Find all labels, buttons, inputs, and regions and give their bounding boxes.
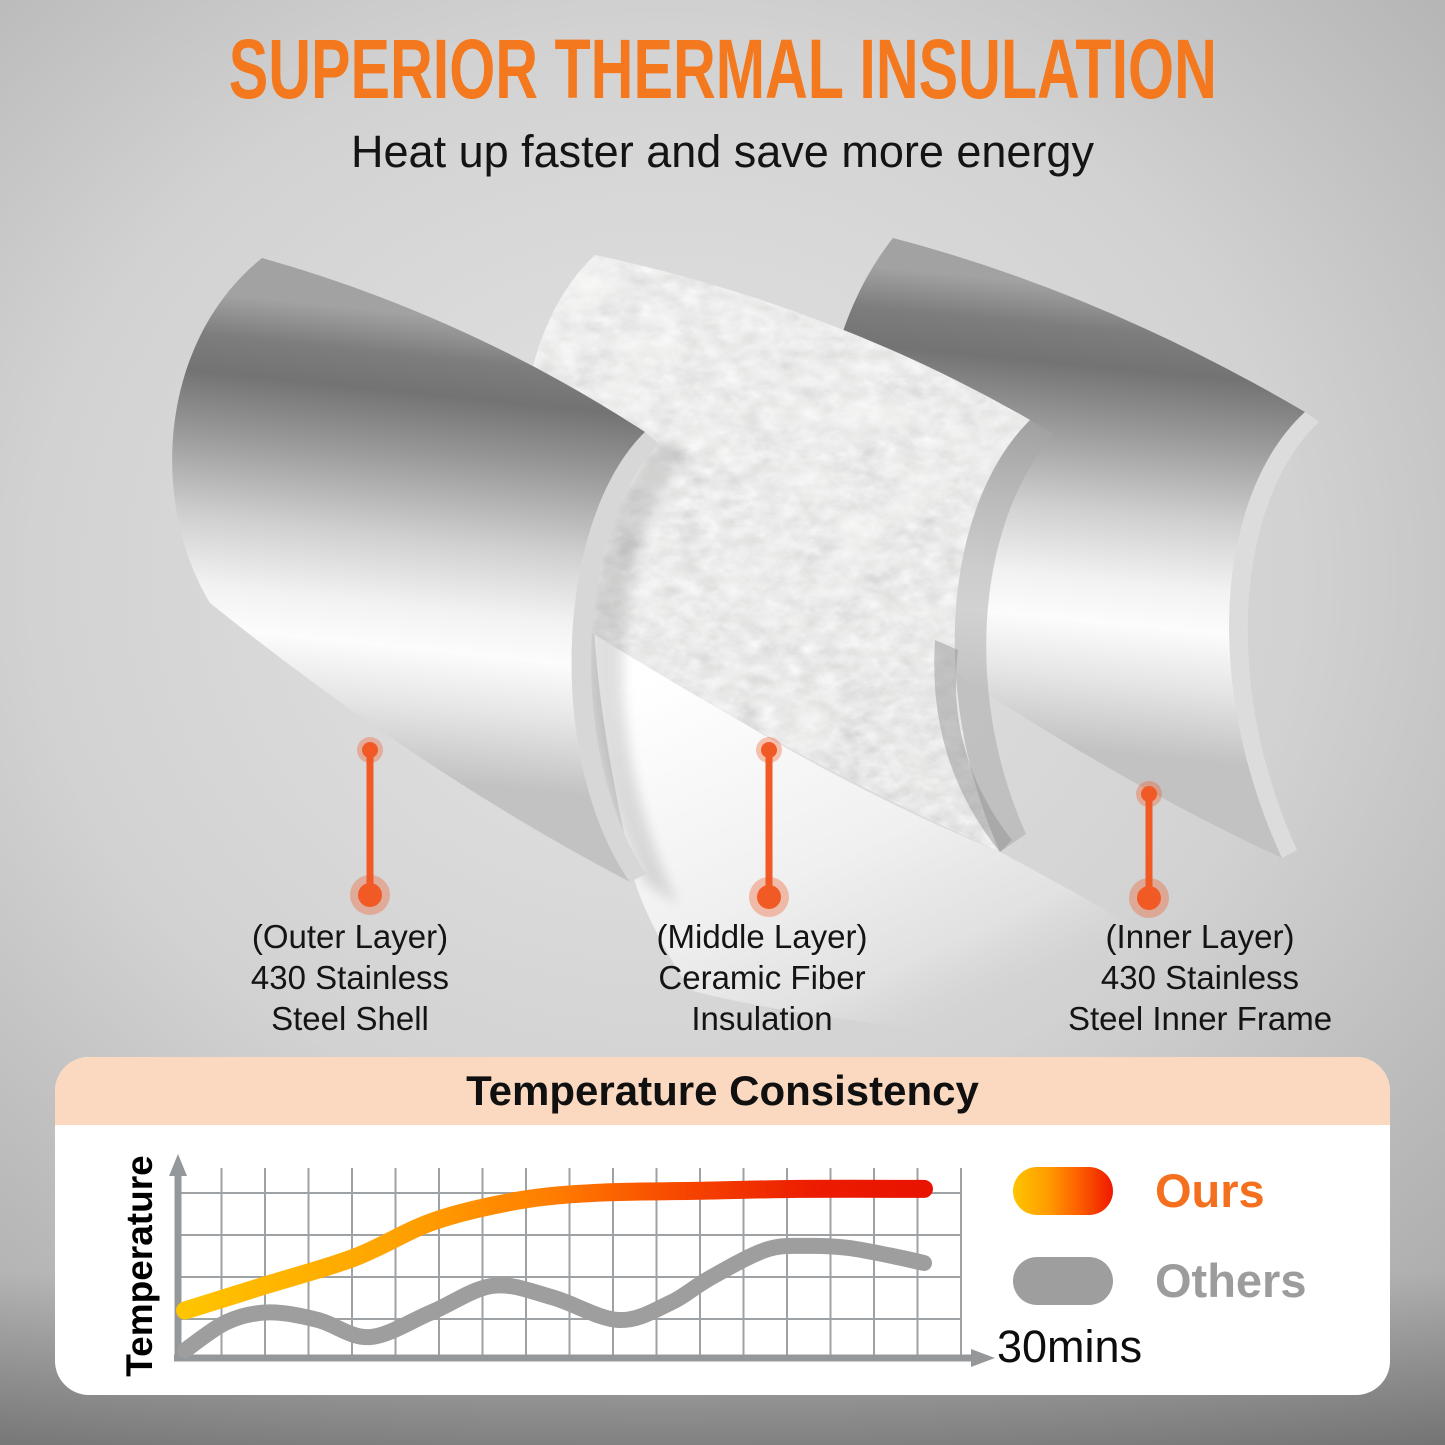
middle-layer-label-line2: Ceramic Fiber <box>658 959 866 996</box>
outer-layer-sheet <box>172 258 659 882</box>
middle-layer-label: (Middle Layer) Ceramic Fiber Insulation <box>592 916 932 1039</box>
legend-row-ours: Ours <box>1013 1167 1307 1215</box>
inner-layer-label-line1: (Inner Layer) <box>1105 918 1295 955</box>
legend-label-ours: Ours <box>1155 1164 1265 1217</box>
others-swatch-icon <box>1013 1257 1113 1305</box>
outer-layer-label: (Outer Layer) 430 Stainless Steel Shell <box>180 916 520 1039</box>
chart-curves <box>176 1179 933 1359</box>
pointer-inner-icon <box>1129 781 1169 918</box>
middle-layer-sheet <box>520 255 1054 852</box>
temperature-consistency-card: Temperature Consistency Temperature <box>55 1057 1390 1395</box>
curve-others <box>177 1237 932 1359</box>
middle-layer-label-line3: Insulation <box>691 1000 833 1037</box>
legend-row-others: Others <box>1013 1257 1307 1305</box>
inner-layer-label: (Inner Layer) 430 Stainless Steel Inner … <box>1030 916 1370 1039</box>
inner-layer-label-line3: Steel Inner Frame <box>1067 1000 1333 1037</box>
pointer-outer-icon <box>350 737 390 915</box>
inner-layer-label-line2: 430 Stainless <box>1100 959 1300 996</box>
middle-layer-inner-face <box>594 627 1270 1057</box>
curve-ours <box>176 1179 933 1320</box>
page-subtitle: Heat up faster and save more energy <box>351 126 1094 177</box>
pointer-middle-icon <box>749 737 789 917</box>
ours-swatch-icon <box>1013 1167 1113 1215</box>
legend-label-others: Others <box>1155 1254 1307 1307</box>
temperature-chart <box>169 1154 995 1367</box>
middle-layer-label-line1: (Middle Layer) <box>656 918 868 955</box>
page-title: SUPERIOR THERMAL INSULATION <box>0 22 1445 116</box>
chart-axes <box>169 1154 995 1367</box>
outer-layer-shadow <box>587 440 690 905</box>
page-title-text: SUPERIOR THERMAL INSULATION <box>228 22 1217 116</box>
card-header: Temperature Consistency <box>55 1057 1390 1125</box>
x-axis-label: 30mins <box>997 1321 1143 1372</box>
outer-layer-label-line1: (Outer Layer) <box>251 918 449 955</box>
outer-layer-label-line2: 430 Stainless <box>250 959 450 996</box>
chart-legend: Ours Others <box>1013 1167 1307 1347</box>
y-axis-label: Temperature <box>119 1155 160 1377</box>
chart-title: Temperature Consistency <box>466 1067 979 1114</box>
outer-layer-label-line3: Steel Shell <box>271 1000 429 1037</box>
